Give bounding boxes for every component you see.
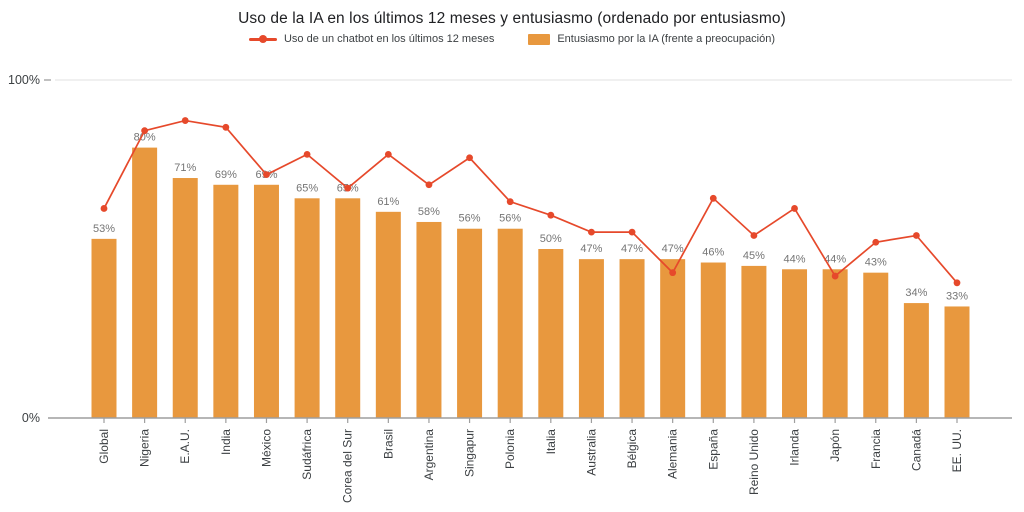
line-point-Reino Unido (750, 232, 758, 239)
line-point-Japón (831, 272, 839, 280)
x-axis-label-Alemania: Alemania (666, 429, 680, 479)
bar-EE. UU. (944, 306, 970, 418)
x-axis-label-E.A.U.: E.A.U. (178, 429, 192, 464)
x-axis-label-Polonia: Polonia (503, 429, 517, 469)
bar-Italia (538, 249, 564, 418)
y-axis-label-bottom: 0% (22, 411, 40, 425)
bar-value-label: 69% (215, 169, 237, 181)
bar-value-label: 61% (377, 196, 399, 208)
bar-value-label: 47% (621, 243, 643, 255)
bar-Singapur (457, 228, 483, 418)
line-point-EE. UU. (953, 279, 961, 287)
y-axis-label-top: 100% (8, 73, 40, 87)
bar-Japón (822, 269, 848, 418)
line-point-Nigeria (141, 127, 149, 135)
bar-Australia (578, 259, 604, 418)
x-axis-label-Italia: Italia (544, 429, 558, 455)
bar-value-label: 50% (540, 233, 562, 245)
legend-item-line: Uso de un chatbot en los últimos 12 mese… (248, 33, 495, 45)
x-axis-label-Francia: Francia (869, 429, 883, 469)
line-point-Bélgica (628, 228, 636, 236)
x-axis-label-Argentina: Argentina (422, 429, 436, 481)
bar-value-label: 56% (459, 213, 481, 225)
bar-value-label: 45% (743, 250, 765, 262)
x-axis-label-Bélgica: Bélgica (625, 429, 639, 469)
bar-value-label: 47% (662, 243, 684, 255)
x-axis-label-Global: Global (97, 429, 111, 464)
bar-México (253, 184, 279, 418)
bar-value-label: 44% (784, 253, 806, 265)
legend-line-label: Uso de un chatbot en los últimos 12 mese… (283, 33, 495, 45)
bar-value-label: 46% (702, 247, 724, 259)
x-axis-label-Irlanda: Irlanda (788, 429, 802, 466)
line-point-Canadá (912, 232, 920, 239)
bar-value-label: 47% (580, 243, 602, 255)
line-point-Australia (588, 228, 595, 236)
bar-Irlanda (782, 269, 808, 418)
bar-Corea del Sur (335, 198, 361, 418)
x-axis-label-EE. UU.: EE. UU. (950, 429, 964, 472)
bar-value-label: 43% (865, 257, 887, 269)
bar-value-label: 34% (905, 287, 927, 299)
bar-Polonia (497, 228, 523, 418)
x-axis-label-Sudáfrica: Sudáfrica (300, 429, 314, 480)
bar-value-label: 58% (418, 206, 440, 218)
legend-item-bar: Entusiasmo por la IA (frente a preocupac… (528, 33, 775, 45)
bar-Nigeria (132, 147, 158, 418)
line-series-path (103, 119, 958, 284)
bar-value-label: 56% (499, 213, 521, 225)
line-point-Sudáfrica (303, 150, 311, 158)
bar-value-label: 33% (946, 290, 968, 302)
x-axis-label-Canadá: Canadá (909, 429, 923, 471)
line-point-México (263, 171, 270, 179)
x-axis-label-España: España (706, 429, 720, 470)
bar-Bélgica (619, 259, 645, 418)
line-point-Alemania (669, 269, 677, 277)
line-point-Corea del Sur (344, 184, 352, 192)
bar-value-label: 65% (296, 182, 318, 194)
legend: Uso de un chatbot en los últimos 12 mese… (0, 33, 1024, 45)
bar-E.A.U. (172, 178, 198, 418)
line-point-Francia (872, 238, 880, 246)
bar-value-label: 53% (93, 223, 115, 235)
line-point-Global (100, 205, 108, 212)
line-point-Irlanda (791, 205, 798, 212)
bar-Sudáfrica (294, 198, 320, 418)
x-axis-label-Japón: Japón (828, 429, 842, 462)
bar-value-label: 44% (824, 253, 846, 265)
line-point-España (709, 194, 717, 202)
line-point-Polonia (506, 198, 514, 206)
bar-Canadá (903, 303, 929, 418)
line-point-E.A.U. (181, 117, 189, 124)
line-point-Singapur (466, 154, 473, 162)
x-axis-label-México: México (259, 429, 273, 467)
bar-Argentina (416, 221, 442, 418)
legend-bar-label: Entusiasmo por la IA (frente a preocupac… (557, 33, 776, 45)
x-axis-label-Australia: Australia (584, 429, 598, 476)
line-point-Italia (547, 211, 555, 219)
x-axis-label-Singapur: Singapur (463, 429, 477, 477)
x-axis-label-Nigeria: Nigeria (138, 429, 152, 467)
bar-series-swatch-icon (528, 33, 551, 45)
bar-Alemania (660, 259, 686, 418)
bar-Global (91, 238, 117, 418)
line-point-India (222, 123, 230, 131)
bar-Reino Unido (741, 265, 767, 418)
bar-Francia (863, 272, 889, 418)
bar-Brasil (375, 211, 401, 418)
bar-India (213, 184, 239, 418)
bar-value-label: 71% (174, 162, 196, 174)
line-series-swatch-icon (248, 35, 277, 43)
x-axis-label-Brasil: Brasil (381, 429, 395, 459)
x-axis-label-Corea del Sur: Corea del Sur (341, 429, 355, 503)
line-point-Brasil (384, 150, 392, 158)
x-axis-label-India: India (219, 429, 233, 455)
x-axis-label-Reino Unido: Reino Unido (747, 429, 761, 495)
line-point-Argentina (425, 181, 433, 189)
chart-title: Uso de la IA en los últimos 12 meses y e… (238, 10, 786, 27)
bar-España (700, 262, 726, 418)
